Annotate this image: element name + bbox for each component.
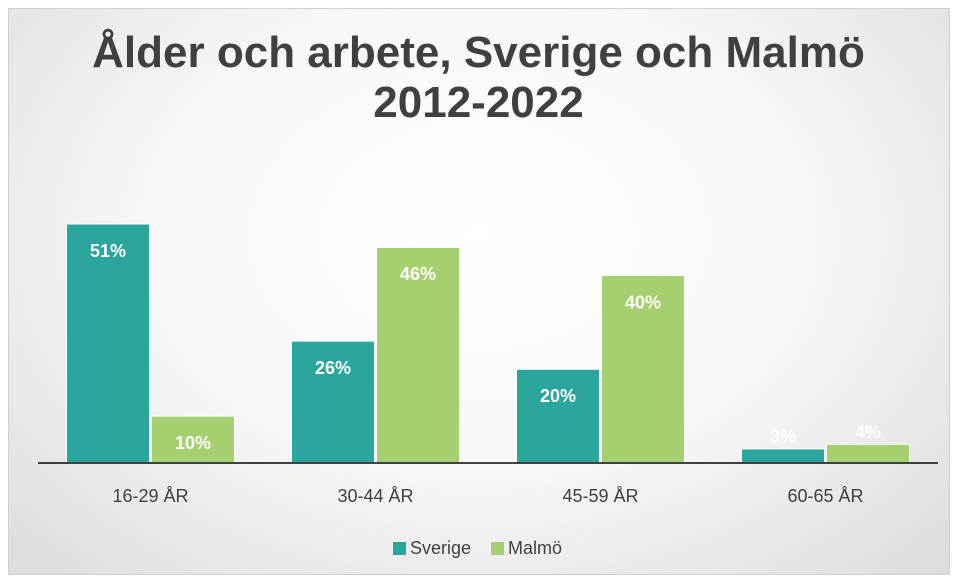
bar bbox=[516, 368, 600, 464]
bar bbox=[66, 223, 150, 464]
bar bbox=[151, 415, 235, 464]
data-label: 4% bbox=[855, 422, 881, 442]
x-tick-label: 45-59 ÅR bbox=[562, 486, 638, 506]
data-label: 10% bbox=[175, 433, 211, 453]
legend-swatch bbox=[491, 542, 505, 555]
data-label: 46% bbox=[400, 264, 436, 284]
bar bbox=[376, 246, 460, 464]
data-label: 20% bbox=[540, 386, 576, 406]
bar bbox=[741, 448, 825, 464]
data-label: 51% bbox=[90, 241, 126, 261]
bar bbox=[291, 340, 375, 464]
chart-title: Ålder och arbete, Sverige och Malmö 2012… bbox=[92, 28, 865, 127]
data-label: 26% bbox=[315, 358, 351, 378]
x-tick-label: 16-29 ÅR bbox=[112, 486, 188, 506]
x-tick-label: 60-65 ÅR bbox=[787, 486, 863, 506]
x-tick-label: 30-44 ÅR bbox=[337, 486, 413, 506]
bar bbox=[601, 275, 685, 464]
chart-frame bbox=[8, 8, 950, 575]
legend-label: Sverige bbox=[410, 538, 471, 558]
legend-label: Malmö bbox=[508, 538, 562, 558]
bar bbox=[826, 443, 910, 464]
legend-swatch bbox=[393, 542, 406, 555]
data-label: 3% bbox=[770, 427, 796, 447]
data-label: 40% bbox=[625, 292, 661, 312]
